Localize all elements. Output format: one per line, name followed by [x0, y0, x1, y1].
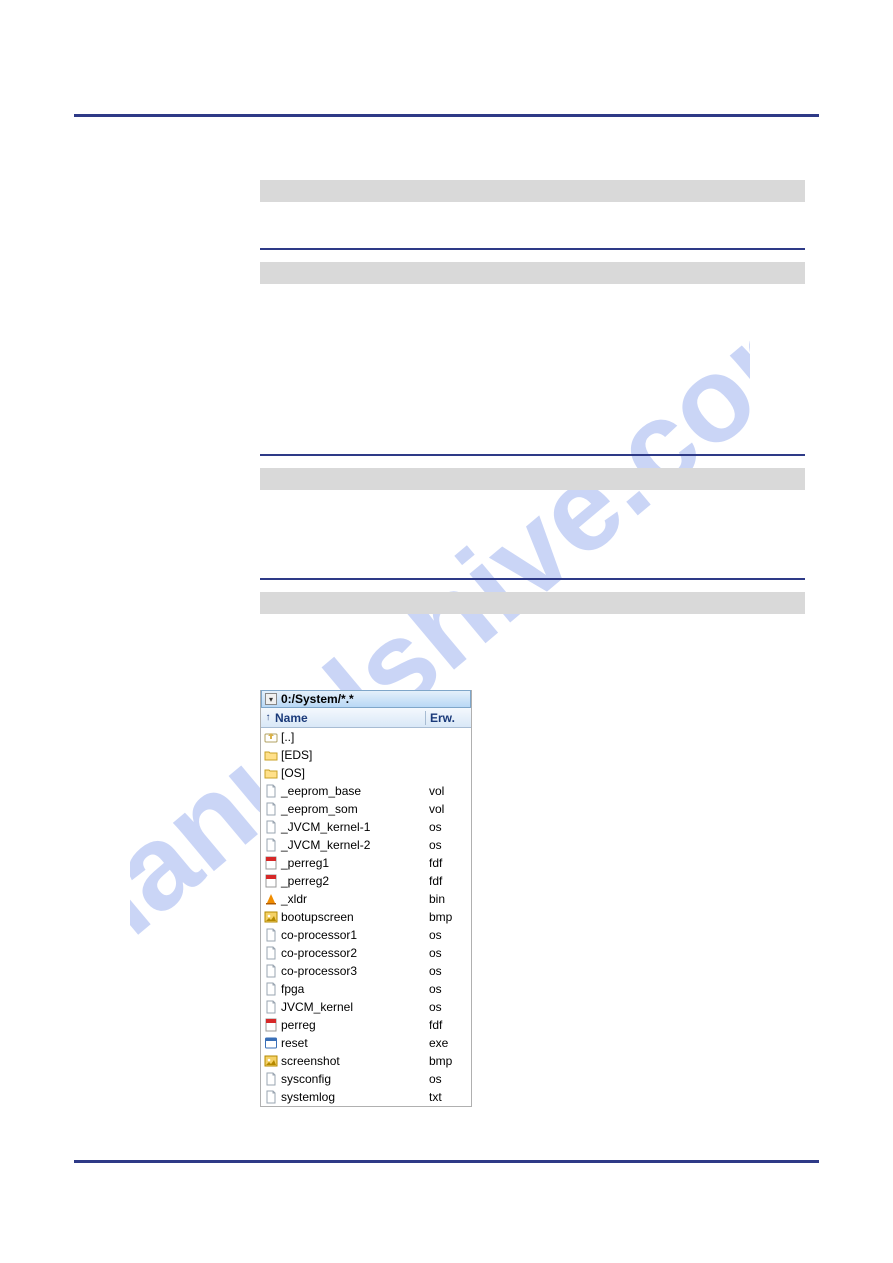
file-row[interactable]: co-processor3os: [261, 962, 471, 980]
file-name: [EDS]: [279, 748, 425, 762]
file-icon: [263, 963, 279, 979]
file-name: _perreg2: [279, 874, 425, 888]
file-row[interactable]: resetexe: [261, 1034, 471, 1052]
file-row[interactable]: _eeprom_somvol: [261, 800, 471, 818]
file-ext: os: [425, 946, 471, 960]
file-icon: [263, 1089, 279, 1105]
file-name: [..]: [279, 730, 425, 744]
file-name: fpga: [279, 982, 425, 996]
file-row[interactable]: [OS]: [261, 764, 471, 782]
pdf-icon: [263, 873, 279, 889]
pdf-icon: [263, 1017, 279, 1033]
file-ext: os: [425, 928, 471, 942]
file-row[interactable]: perregfdf: [261, 1016, 471, 1034]
file-row[interactable]: _JVCM_kernel-2os: [261, 836, 471, 854]
file-ext: txt: [425, 1090, 471, 1104]
file-ext: os: [425, 982, 471, 996]
page-bottom-rule: [74, 1160, 819, 1163]
file-list-titlebar[interactable]: ▾ 0:/System/*.*: [261, 690, 471, 708]
file-name: _xldr: [279, 892, 425, 906]
file-ext: os: [425, 838, 471, 852]
file-name: sysconfig: [279, 1072, 425, 1086]
file-ext: fdf: [425, 874, 471, 888]
file-icon: [263, 1071, 279, 1087]
file-ext: bmp: [425, 1054, 471, 1068]
pdf-icon: [263, 855, 279, 871]
file-row[interactable]: fpgaos: [261, 980, 471, 998]
file-name: perreg: [279, 1018, 425, 1032]
file-name: _JVCM_kernel-2: [279, 838, 425, 852]
file-name: systemlog: [279, 1090, 425, 1104]
file-icon: [263, 945, 279, 961]
section-bar-1: [260, 180, 805, 202]
file-name: reset: [279, 1036, 425, 1050]
file-icon: [263, 927, 279, 943]
file-row[interactable]: bootupscreenbmp: [261, 908, 471, 926]
cone-icon: [263, 891, 279, 907]
file-ext: os: [425, 1072, 471, 1086]
exe-icon: [263, 1035, 279, 1051]
file-icon: [263, 999, 279, 1015]
current-path: 0:/System/*.*: [281, 692, 354, 706]
image-icon: [263, 1053, 279, 1069]
file-ext: os: [425, 964, 471, 978]
sort-arrow-icon: ↑: [261, 712, 275, 723]
file-name: co-processor1: [279, 928, 425, 942]
file-list-header[interactable]: ↑ Name Erw.: [261, 708, 471, 728]
file-ext: vol: [425, 802, 471, 816]
file-ext: fdf: [425, 856, 471, 870]
file-row[interactable]: [..]: [261, 728, 471, 746]
file-name: co-processor2: [279, 946, 425, 960]
page-top-rule: [74, 114, 819, 117]
file-icon: [263, 783, 279, 799]
file-ext: bmp: [425, 910, 471, 924]
file-name: _JVCM_kernel-1: [279, 820, 425, 834]
file-name: _perreg1: [279, 856, 425, 870]
file-row[interactable]: sysconfigos: [261, 1070, 471, 1088]
section-bar-3: [260, 468, 805, 490]
file-row[interactable]: systemlogtxt: [261, 1088, 471, 1106]
file-ext: os: [425, 820, 471, 834]
file-ext: exe: [425, 1036, 471, 1050]
file-row[interactable]: _perreg1fdf: [261, 854, 471, 872]
file-name: co-processor3: [279, 964, 425, 978]
image-icon: [263, 909, 279, 925]
file-name: screenshot: [279, 1054, 425, 1068]
section-bar-2: [260, 262, 805, 284]
file-row[interactable]: _eeprom_basevol: [261, 782, 471, 800]
file-name: _eeprom_base: [279, 784, 425, 798]
file-ext: os: [425, 1000, 471, 1014]
file-row[interactable]: JVCM_kernelos: [261, 998, 471, 1016]
file-name: JVCM_kernel: [279, 1000, 425, 1014]
file-row[interactable]: co-processor2os: [261, 944, 471, 962]
file-icon: [263, 837, 279, 853]
column-ext-header[interactable]: Erw.: [425, 711, 471, 725]
file-name: [OS]: [279, 766, 425, 780]
file-row[interactable]: _perreg2fdf: [261, 872, 471, 890]
file-icon: [263, 819, 279, 835]
file-name: _eeprom_som: [279, 802, 425, 816]
file-row[interactable]: [EDS]: [261, 746, 471, 764]
content-area: ▾ 0:/System/*.* ↑ Name Erw. [..] [EDS] [OS…: [260, 180, 805, 1107]
file-list-panel: ▾ 0:/System/*.* ↑ Name Erw. [..] [EDS] [OS…: [260, 690, 472, 1107]
file-ext: bin: [425, 892, 471, 906]
file-row[interactable]: screenshotbmp: [261, 1052, 471, 1070]
folder-icon: [263, 765, 279, 781]
file-list-rows: [..][EDS][OS]_eeprom_basevol_eeprom_somv…: [261, 728, 471, 1106]
section-bar-4: [260, 592, 805, 614]
file-ext: fdf: [425, 1018, 471, 1032]
file-row[interactable]: _JVCM_kernel-1os: [261, 818, 471, 836]
file-icon: [263, 981, 279, 997]
file-name: bootupscreen: [279, 910, 425, 924]
folder-icon: [263, 747, 279, 763]
up-icon: [263, 729, 279, 745]
file-ext: vol: [425, 784, 471, 798]
file-icon: [263, 801, 279, 817]
file-row[interactable]: co-processor1os: [261, 926, 471, 944]
path-dropdown-icon[interactable]: ▾: [265, 693, 277, 705]
column-name-header[interactable]: Name: [275, 711, 425, 725]
file-row[interactable]: _xldrbin: [261, 890, 471, 908]
